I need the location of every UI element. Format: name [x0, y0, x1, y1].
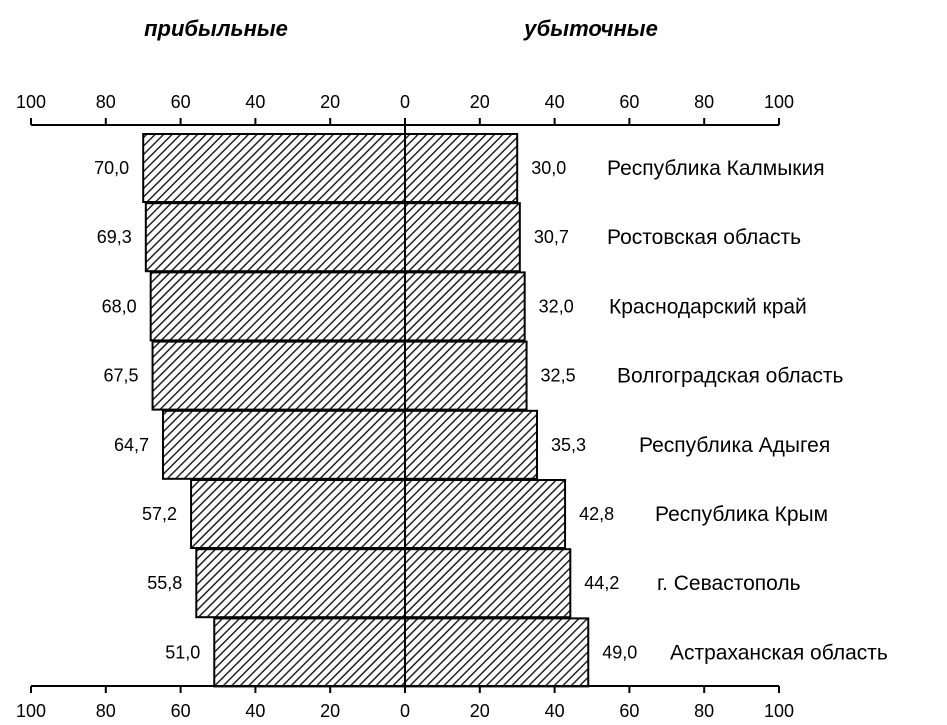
value-label-profitable: 68,0 — [102, 296, 137, 316]
value-label-profitable: 67,5 — [104, 366, 139, 386]
top-tick-label: 40 — [245, 92, 265, 112]
bottom-tick-label: 20 — [320, 701, 340, 721]
category-label: Краснодарский край — [609, 295, 807, 318]
top-tick-label: 40 — [545, 92, 565, 112]
bar-profitable — [149, 271, 406, 342]
bottom-tick-label: 100 — [16, 701, 46, 721]
bottom-tick-label: 80 — [96, 701, 116, 721]
value-label-unprofitable: 42,8 — [579, 504, 614, 524]
top-tick-label: 0 — [400, 92, 410, 112]
category-label: Республика Калмыкия — [607, 157, 825, 180]
top-tick-label: 80 — [694, 92, 714, 112]
axes-group: 100 100 80 80 60 60 40 40 20 20 0 0 20 20 40 40 60 60 80 80… — [16, 92, 794, 721]
bar-unprofitable — [404, 133, 519, 203]
bar-unprofitable — [404, 271, 526, 342]
top-tick-label: 60 — [619, 92, 639, 112]
bottom-tick-label: 100 — [764, 701, 794, 721]
top-tick-label: 60 — [171, 92, 191, 112]
category-label: Астраханская область — [670, 641, 888, 664]
bottom-tick-label: 40 — [245, 701, 265, 721]
bar-profitable — [213, 617, 406, 688]
bar-unprofitable — [404, 202, 521, 273]
bar-profitable — [195, 548, 406, 619]
bar-unprofitable — [404, 340, 528, 411]
header-profitable: прибыльные — [144, 16, 288, 41]
top-tick-label: 80 — [96, 92, 116, 112]
bottom-tick-label: 0 — [400, 701, 410, 721]
value-label-profitable: 64,7 — [114, 435, 149, 455]
top-tick-label: 100 — [16, 92, 46, 112]
value-label-unprofitable: 30,7 — [534, 227, 569, 247]
bottom-tick-label: 60 — [619, 701, 639, 721]
value-label-unprofitable: 35,3 — [551, 435, 586, 455]
top-tick-label: 20 — [470, 92, 490, 112]
bar-unprofitable — [404, 617, 590, 688]
value-label-unprofitable: 32,5 — [541, 366, 576, 386]
bottom-tick-label: 80 — [694, 701, 714, 721]
bar-unprofitable — [404, 409, 539, 480]
top-tick-label: 20 — [320, 92, 340, 112]
top-tick-label: 100 — [764, 92, 794, 112]
value-label-unprofitable: 32,0 — [539, 296, 574, 316]
bottom-tick-label: 40 — [545, 701, 565, 721]
value-label-profitable: 70,0 — [94, 158, 129, 178]
bottom-tick-label: 60 — [171, 701, 191, 721]
bar-unprofitable — [404, 548, 572, 619]
value-label-profitable: 51,0 — [165, 642, 200, 662]
bar-profitable — [142, 133, 406, 203]
category-label: Республика Адыгея — [639, 434, 830, 457]
bar-unprofitable — [404, 479, 567, 549]
category-label: Волгоградская область — [617, 365, 843, 388]
bar-profitable — [190, 479, 406, 549]
bars-group: 70,0 30,0 Республика Калмыкия 69,3 30,7 Росто… — [94, 133, 888, 688]
category-label: г. Севастополь — [657, 572, 801, 595]
bar-profitable — [144, 202, 406, 273]
value-label-profitable: 55,8 — [147, 573, 182, 593]
category-label: Ростовская область — [607, 226, 801, 249]
value-label-profitable: 69,3 — [97, 227, 132, 247]
value-label-unprofitable: 30,0 — [531, 158, 566, 178]
category-label: Республика Крым — [655, 503, 828, 526]
bar-profitable — [162, 409, 406, 480]
header-unprofitable: убыточные — [523, 16, 658, 41]
value-label-unprofitable: 49,0 — [602, 642, 637, 662]
bar-profitable — [151, 340, 406, 411]
bottom-tick-label: 20 — [470, 701, 490, 721]
value-label-unprofitable: 44,2 — [584, 573, 619, 593]
value-label-profitable: 57,2 — [142, 504, 177, 524]
